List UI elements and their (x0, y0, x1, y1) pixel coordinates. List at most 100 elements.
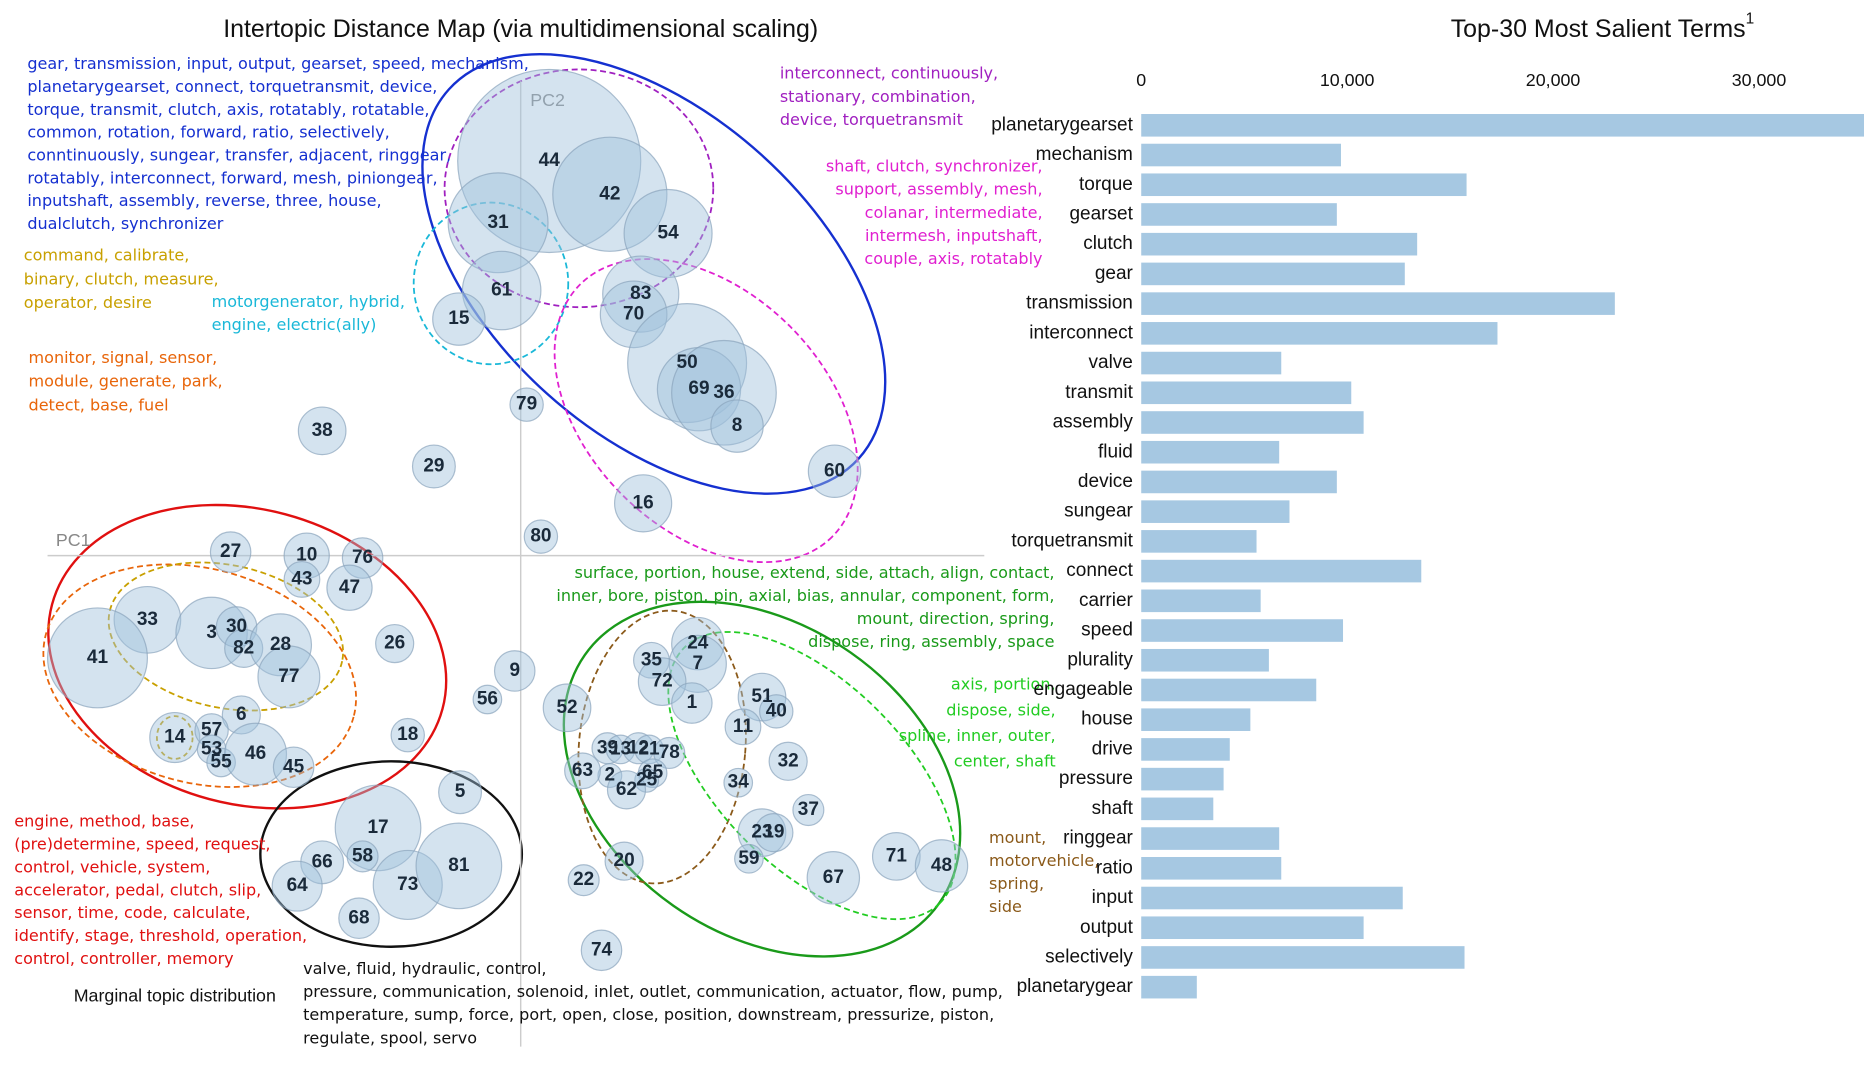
topic-terms: engine, method, base, (14, 811, 194, 830)
bar (1141, 203, 1337, 226)
y-tick-label: torquetransmit (1011, 530, 1133, 551)
topic-terms: couple, axis, rotatably (864, 249, 1043, 268)
topic-terms: stationary, combination, (780, 87, 976, 106)
topic-bubble (326, 564, 373, 611)
topic-label: 37 (798, 799, 819, 820)
topic-label: 41 (87, 647, 109, 668)
topic-bubble (411, 444, 456, 489)
topic-label: 23 (751, 822, 772, 843)
y-tick-label: assembly (1053, 412, 1134, 433)
topic-label: 68 (348, 907, 369, 928)
topic-label: 81 (448, 855, 470, 876)
y-tick-label: speed (1081, 620, 1133, 641)
topic-label: 64 (287, 875, 309, 896)
topic-bubble (564, 752, 601, 790)
bar (1141, 292, 1615, 315)
axis-label: PC2 (530, 90, 565, 110)
topic-bubble (552, 136, 668, 252)
topic-terms: dispose, side, (946, 700, 1055, 719)
axis-label: PC1 (56, 530, 91, 550)
topic-terms: intermesh, inputshaft, (865, 226, 1043, 245)
topic-bubble (606, 770, 647, 810)
topic-label: 74 (591, 939, 613, 960)
y-tick-label: pressure (1059, 768, 1133, 789)
topic-bubble (668, 634, 727, 693)
bar (1141, 470, 1337, 494)
topic-bubble (257, 645, 321, 709)
y-tick-label: input (1092, 887, 1134, 908)
topic-terms: motorgenerator, hybrid, (212, 292, 405, 311)
topic-bubble (271, 860, 323, 912)
topic-terms: inner, bore, piston, pin, axial, bias, a… (556, 586, 1054, 605)
topic-bubble (215, 606, 258, 648)
topic-label: 63 (572, 760, 593, 781)
topic-label: 70 (623, 303, 644, 324)
topic-terms: surface, portion, house, extend, side, a… (574, 563, 1054, 582)
topic-label: 43 (291, 568, 312, 589)
topic-terms: interconnect, continuously, (780, 64, 998, 83)
y-tick-label: transmission (1026, 293, 1133, 314)
topic-terms: motorvehicle, (989, 851, 1099, 870)
bar (1141, 856, 1282, 880)
topic-bubble (447, 172, 549, 274)
topic-bubble (283, 532, 330, 579)
topic-bubble (438, 770, 483, 815)
topic-terms: dualclutch, synchronizer (27, 214, 223, 233)
topic-label: 47 (339, 577, 360, 598)
bar (1141, 975, 1197, 999)
cluster-ellipse (553, 258, 859, 564)
cluster-ellipse (667, 631, 957, 921)
topic-label: 28 (270, 634, 291, 655)
topic-terms: accelerator, pedal, clutch, slip, (14, 880, 261, 899)
topic-label: 73 (397, 874, 418, 895)
bar (1141, 351, 1282, 375)
topic-label: 76 (352, 547, 373, 568)
topic-terms: operator, desire (24, 293, 152, 312)
topic-bubble (807, 444, 862, 498)
y-tick-label: transmit (1065, 382, 1133, 403)
y-tick-label: ratio (1096, 857, 1133, 878)
title-note: 1 (1746, 11, 1755, 28)
topic-bubble (602, 255, 680, 333)
topic-bubble (346, 840, 379, 873)
topic-terms: sensor, time, code, calculate, (14, 903, 250, 922)
topic-bubble (599, 280, 668, 349)
bar (1141, 619, 1344, 642)
y-tick-label: connect (1066, 560, 1133, 581)
topic-bubble (723, 767, 754, 798)
topic-bubble (734, 843, 764, 874)
topic-label: 62 (616, 779, 637, 800)
topic-label: 44 (539, 150, 561, 171)
y-tick-label: fluid (1098, 441, 1133, 462)
topic-bubble (623, 188, 713, 279)
topic-label: 31 (488, 212, 510, 233)
y-tick-label: device (1078, 471, 1133, 492)
y-tick-label: ringgear (1063, 828, 1133, 849)
topic-label: 5 (455, 781, 466, 802)
topic-bubble (372, 849, 443, 921)
topic-bubble (457, 68, 642, 254)
topic-bubble (634, 767, 660, 793)
bar (1141, 232, 1418, 256)
topic-label: 18 (397, 724, 418, 745)
topic-terms: mount, (989, 828, 1046, 847)
topic-label: 67 (823, 867, 844, 888)
topic-bubble (871, 832, 921, 881)
topic-bubble (272, 746, 315, 789)
topic-terms: control, controller, memory (14, 949, 234, 968)
cluster-ellipse (107, 561, 344, 712)
topic-bubble (334, 784, 422, 872)
topic-bubble (461, 250, 542, 331)
bar (1141, 946, 1465, 969)
bar (1141, 500, 1290, 523)
bar (1141, 262, 1405, 286)
topic-label: 78 (659, 742, 680, 763)
topic-terms: mount, direction, spring, (857, 609, 1055, 628)
y-tick-label: clutch (1083, 233, 1133, 254)
topic-bubble (614, 474, 673, 533)
bar (1141, 589, 1261, 613)
topic-bubble (338, 897, 380, 940)
topic-terms: detect, base, fuel (29, 395, 169, 414)
topic-terms: pressure, communication, solenoid, inlet… (303, 982, 1003, 1001)
